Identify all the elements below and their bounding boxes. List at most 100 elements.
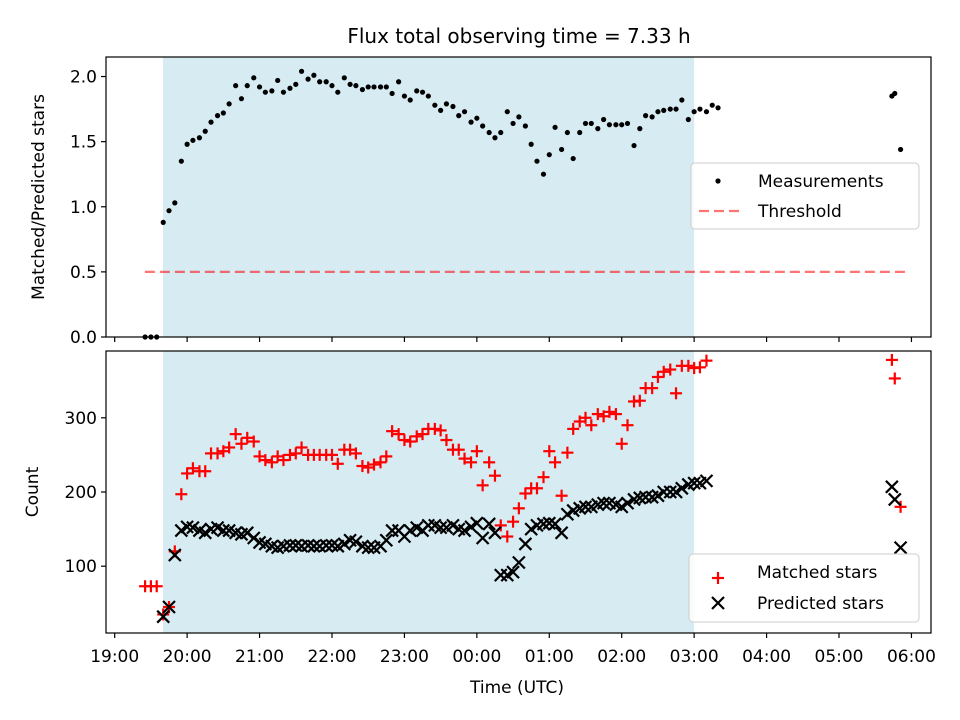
- predicted-star-point: [470, 516, 484, 530]
- predicted-star-point: [596, 496, 611, 510]
- measurement-point: [353, 83, 359, 89]
- measurement-point: [208, 119, 214, 125]
- measurement-point: [631, 142, 637, 149]
- legend-label-matched: Matched stars: [757, 563, 877, 583]
- matched-star-point: [259, 454, 272, 467]
- measurement-point: [582, 120, 589, 127]
- measurement-point: [298, 68, 305, 74]
- measurement-point: [251, 75, 257, 81]
- matched-star-point: [501, 530, 514, 543]
- measurement-point: [468, 119, 474, 125]
- matched-star-point: [283, 448, 296, 461]
- x-tick-label: 04:00: [742, 647, 791, 667]
- matched-star-point: [530, 482, 543, 495]
- matched-star-point: [374, 456, 387, 469]
- measurement-point: [190, 137, 196, 143]
- measurement-point: [637, 126, 643, 132]
- measurement-point: [461, 109, 468, 115]
- bottom-axes-frame: [105, 350, 932, 634]
- measurement-point: [166, 208, 172, 214]
- matched-star-point: [247, 435, 260, 448]
- bottom-x-axis: 19:00 20:00 21:00 22:00 23:00 00:00 01:00 02:00…: [90, 633, 936, 667]
- measurement-point: [407, 97, 413, 103]
- matched-star-point: [392, 428, 405, 441]
- matched-star-point: [682, 359, 695, 372]
- y-tick-label: 0.0: [70, 328, 97, 348]
- measurement-point: [329, 83, 335, 89]
- legend-label-predicted: Predicted stars: [757, 594, 884, 614]
- matched-star-point: [615, 437, 628, 450]
- bottom-y-axis: 100 200 300: [65, 409, 106, 577]
- measurement-point: [389, 90, 395, 97]
- predicted-star-point: [699, 474, 714, 488]
- measurement-point: [365, 84, 371, 90]
- measurement-point: [172, 200, 178, 206]
- observing-span-bottom: [162, 351, 695, 633]
- chart-title: Flux total observing time = 7.33 h: [347, 24, 690, 48]
- predicted-star-point: [379, 533, 394, 548]
- measurement-point: [377, 84, 384, 90]
- measurement-point: [396, 79, 402, 85]
- matched-star-point: [380, 450, 393, 463]
- predicted-star-point: [663, 485, 678, 499]
- predicted-star-point: [548, 517, 562, 531]
- matched-star-point: [277, 454, 290, 467]
- measurement-point: [371, 84, 377, 90]
- predicted-star-point: [168, 548, 182, 562]
- x-tick-label: 01:00: [525, 647, 574, 667]
- measurement-point: [341, 75, 347, 81]
- matched-star-point: [549, 456, 562, 469]
- predicted-star-point: [216, 523, 231, 538]
- matched-star-point: [404, 435, 417, 448]
- matched-star-point: [186, 462, 199, 475]
- bottom-legend: Matched stars Predicted stars: [688, 553, 920, 623]
- legend-label-measurements: Measurements: [758, 172, 884, 192]
- matched-star-point: [561, 446, 574, 459]
- measurement-point: [619, 122, 625, 128]
- top-y-axis: 0.0 0.5 1.0 1.5 2.0: [70, 68, 106, 348]
- measurement-point: [558, 146, 565, 153]
- predicted-star-point: [361, 540, 375, 555]
- matched-star-point: [398, 434, 411, 447]
- y-tick-label: 1.0: [70, 198, 97, 218]
- measurement-point: [679, 97, 685, 103]
- measurement-point: [588, 120, 594, 127]
- legend-marker-predicted: [711, 596, 725, 610]
- predicted-star-point: [578, 500, 593, 514]
- matched-star-point: [657, 365, 670, 378]
- measurement-point: [425, 93, 431, 99]
- measurement-point: [510, 120, 516, 127]
- predicted-star-point: [888, 492, 902, 507]
- measurement-point: [504, 109, 510, 115]
- measurement-point: [401, 93, 408, 99]
- matched-star-point: [664, 363, 677, 376]
- matched-star-point: [621, 419, 634, 432]
- measurement-point: [160, 219, 166, 225]
- measurement-point: [244, 83, 250, 89]
- matched-star-point: [265, 456, 278, 469]
- measurement-point: [522, 123, 528, 129]
- measurement-point: [691, 109, 697, 115]
- measurement-point: [238, 96, 245, 102]
- x-axis-label: Time (UTC): [469, 678, 564, 698]
- measurement-point: [196, 135, 203, 141]
- predicted-star-point: [885, 480, 899, 494]
- predicted-star-point: [893, 540, 908, 555]
- measurement-point: [697, 106, 703, 112]
- measurement-point: [643, 113, 649, 119]
- matched-star-point: [349, 447, 362, 460]
- matched-star-point: [537, 471, 550, 484]
- matched-star-point: [646, 382, 659, 395]
- measurement-point: [443, 101, 450, 107]
- matched-star-point: [181, 467, 194, 480]
- observing-span-top: [162, 57, 695, 337]
- measurement-point: [226, 101, 232, 107]
- measurement-point: [685, 116, 691, 123]
- measurement-point: [601, 116, 607, 123]
- measurement-point: [480, 123, 486, 129]
- measurement-point: [703, 109, 710, 115]
- matched-star-point: [519, 487, 532, 500]
- matched-star-point: [888, 372, 901, 385]
- predicted-star-point: [554, 526, 569, 540]
- top-panel: 0.00.51.01.52.0 Matched/Predicted stars …: [29, 56, 932, 348]
